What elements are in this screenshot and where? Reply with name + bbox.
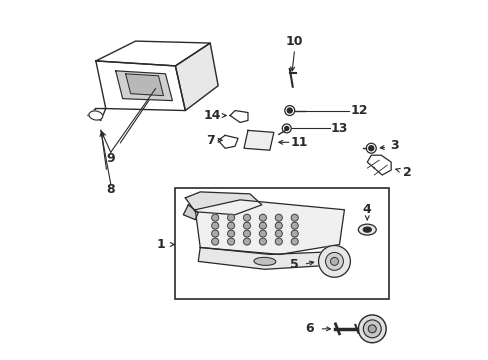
Polygon shape <box>116 71 172 100</box>
Circle shape <box>291 214 298 221</box>
Polygon shape <box>198 247 344 269</box>
Text: 4: 4 <box>362 203 371 216</box>
Circle shape <box>318 246 350 277</box>
Ellipse shape <box>358 315 386 343</box>
Text: 14: 14 <box>203 109 221 122</box>
Circle shape <box>284 105 294 116</box>
Text: 8: 8 <box>106 184 115 197</box>
Circle shape <box>291 230 298 237</box>
Circle shape <box>368 146 373 151</box>
Bar <box>175 188 388 299</box>
Circle shape <box>330 257 338 265</box>
Polygon shape <box>195 200 344 255</box>
Text: 6: 6 <box>305 322 313 336</box>
Ellipse shape <box>367 325 375 333</box>
Circle shape <box>275 238 282 245</box>
Polygon shape <box>96 61 185 111</box>
Text: 13: 13 <box>330 122 347 135</box>
Circle shape <box>227 238 234 245</box>
Polygon shape <box>230 111 247 122</box>
Text: 3: 3 <box>389 139 398 152</box>
Circle shape <box>259 238 266 245</box>
Text: 1: 1 <box>156 238 164 251</box>
Circle shape <box>284 126 288 130</box>
Polygon shape <box>125 74 163 96</box>
Text: 12: 12 <box>350 104 367 117</box>
Ellipse shape <box>363 320 381 338</box>
Ellipse shape <box>358 224 375 235</box>
Circle shape <box>291 238 298 245</box>
Text: 7: 7 <box>205 134 214 147</box>
Circle shape <box>275 230 282 237</box>
Circle shape <box>291 222 298 229</box>
Circle shape <box>227 230 234 237</box>
Circle shape <box>211 230 218 237</box>
Circle shape <box>227 214 234 221</box>
Ellipse shape <box>363 227 370 232</box>
Circle shape <box>243 222 250 229</box>
Circle shape <box>211 222 218 229</box>
Text: 2: 2 <box>402 166 410 179</box>
Text: 10: 10 <box>285 35 303 48</box>
Ellipse shape <box>89 111 102 120</box>
Polygon shape <box>175 43 218 111</box>
Circle shape <box>259 230 266 237</box>
Polygon shape <box>183 205 198 220</box>
Circle shape <box>325 252 343 270</box>
Circle shape <box>366 143 375 153</box>
Circle shape <box>259 222 266 229</box>
Circle shape <box>282 124 291 133</box>
Polygon shape <box>185 192 262 215</box>
Circle shape <box>243 238 250 245</box>
Circle shape <box>227 222 234 229</box>
Text: 9: 9 <box>106 152 115 165</box>
Circle shape <box>275 222 282 229</box>
Ellipse shape <box>253 257 275 265</box>
Circle shape <box>286 108 292 113</box>
Circle shape <box>211 214 218 221</box>
Text: 11: 11 <box>290 136 308 149</box>
Polygon shape <box>218 135 238 148</box>
Circle shape <box>243 230 250 237</box>
Polygon shape <box>96 41 210 66</box>
Circle shape <box>259 214 266 221</box>
Circle shape <box>211 238 218 245</box>
Polygon shape <box>366 155 390 175</box>
Circle shape <box>243 214 250 221</box>
Polygon shape <box>88 109 105 121</box>
Circle shape <box>275 214 282 221</box>
Text: 5: 5 <box>290 258 299 271</box>
Polygon shape <box>244 130 273 150</box>
